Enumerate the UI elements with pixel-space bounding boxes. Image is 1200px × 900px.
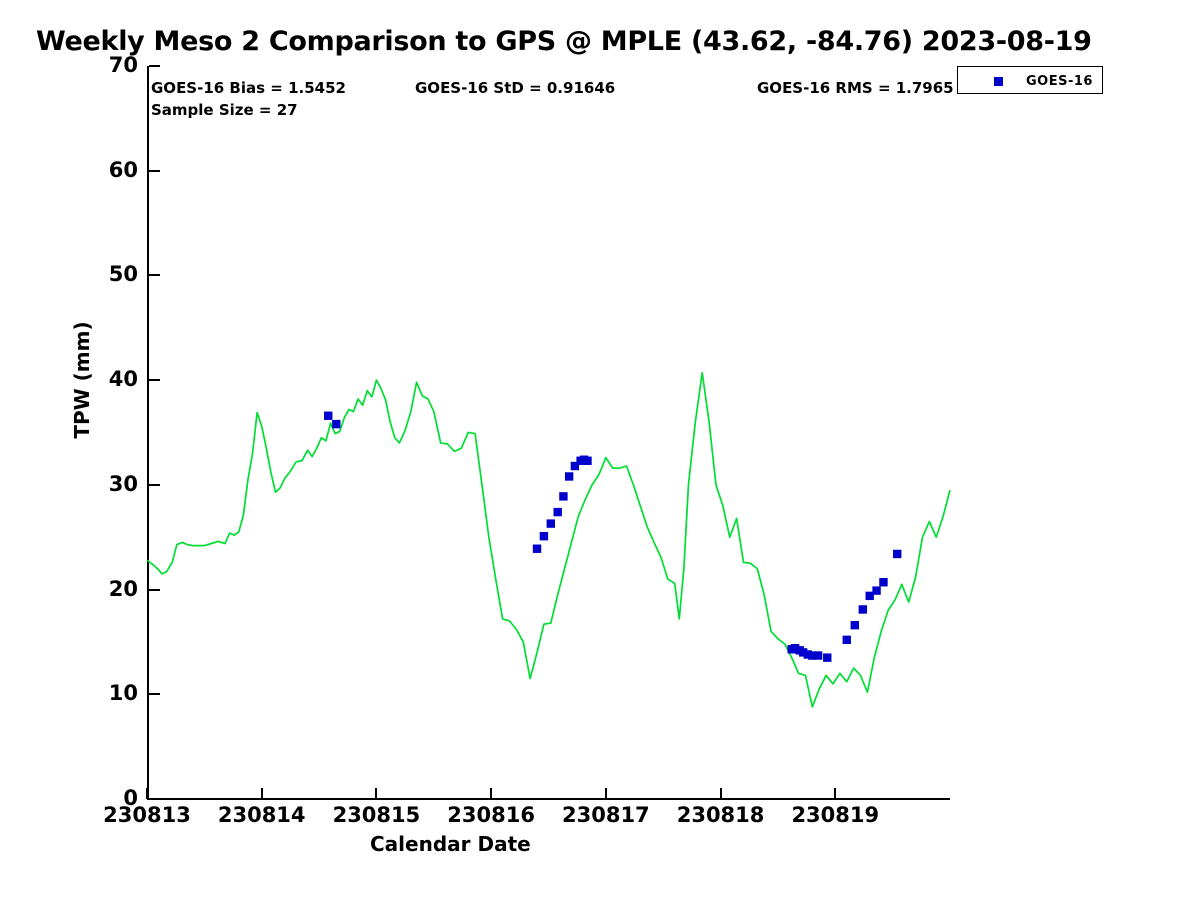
goes16-data-point (559, 492, 568, 501)
y-tick (149, 379, 160, 382)
goes16-scatter-series (324, 411, 902, 662)
goes16-data-point (865, 591, 874, 601)
y-tick (149, 65, 160, 67)
y-tick (149, 588, 160, 591)
y-tick (149, 274, 160, 277)
goes16-data-point (576, 456, 585, 465)
x-tick-label: 230819 (791, 803, 880, 827)
stat-sample-size: Sample Size = 27 (151, 101, 298, 119)
x-axis-line (147, 798, 950, 800)
y-axis-title: TPW (mm) (70, 321, 94, 439)
y-tick-label: 50 (108, 262, 138, 287)
goes16-data-point (879, 578, 888, 587)
goes16-data-point (893, 549, 902, 559)
y-tick-label: 20 (108, 576, 138, 601)
goes16-data-point (564, 472, 574, 481)
x-tick (260, 788, 263, 799)
goes16-data-point (858, 605, 868, 614)
x-tick-label: 230816 (447, 803, 535, 827)
legend-label-goes16: GOES-16 (1026, 74, 1093, 89)
x-tick (719, 788, 722, 799)
x-tick (146, 788, 148, 799)
x-tick-label: 230814 (217, 803, 306, 827)
y-tick-label: 40 (108, 367, 138, 392)
goes16-data-point (850, 620, 859, 630)
goes16-data-point (787, 645, 796, 654)
y-tick (149, 169, 160, 172)
goes16-data-point (813, 651, 823, 660)
y-tick-label: 60 (108, 157, 138, 182)
x-tick-label: 230817 (562, 803, 650, 827)
x-tick-label: 230818 (676, 803, 765, 827)
goes16-data-point (872, 586, 881, 595)
goes16-data-point (553, 507, 562, 517)
stat-std: GOES-16 StD = 0.91646 (415, 79, 616, 97)
x-tick-label: 230813 (103, 803, 191, 827)
stat-bias: GOES-16 Bias = 1.5452 (151, 79, 346, 97)
goes16-data-point (324, 411, 333, 420)
goes16-data-point (808, 651, 817, 660)
goes16-data-point (332, 419, 341, 429)
y-axis-line (147, 66, 149, 800)
goes16-data-point (570, 461, 580, 471)
goes16-data-point (803, 650, 812, 659)
goes16-data-point (579, 455, 589, 464)
x-tick (604, 788, 607, 799)
y-tick-label: 10 (108, 681, 138, 706)
y-tick (149, 798, 160, 800)
goes16-data-point (798, 648, 808, 657)
page-title: Weekly Meso 2 Comparison to GPS @ MPLE (… (36, 26, 1092, 57)
goes16-data-point (532, 544, 542, 553)
x-tick-label: 230815 (332, 803, 421, 827)
goes16-data-point (790, 644, 800, 653)
y-tick (149, 483, 160, 486)
y-tick-label: 0 (123, 786, 138, 810)
x-tick (490, 788, 493, 799)
legend: GOES-16 (957, 66, 1103, 94)
y-tick (149, 693, 160, 696)
x-axis-title: Calendar Date (370, 832, 531, 856)
y-tick-label: 30 (108, 471, 138, 496)
x-tick (375, 788, 378, 799)
goes16-data-point (583, 456, 592, 465)
goes16-data-point (546, 519, 555, 528)
goes16-data-point (539, 531, 549, 541)
stat-rms: GOES-16 RMS = 1.7965 (757, 79, 954, 97)
goes16-data-point (842, 635, 851, 645)
gps-line-series (146, 371, 951, 708)
x-tick (834, 788, 837, 799)
legend-marker-goes16-icon (994, 77, 1003, 86)
y-tick-label: 70 (108, 53, 138, 77)
goes16-data-point (823, 653, 832, 662)
goes16-data-point (795, 646, 804, 655)
